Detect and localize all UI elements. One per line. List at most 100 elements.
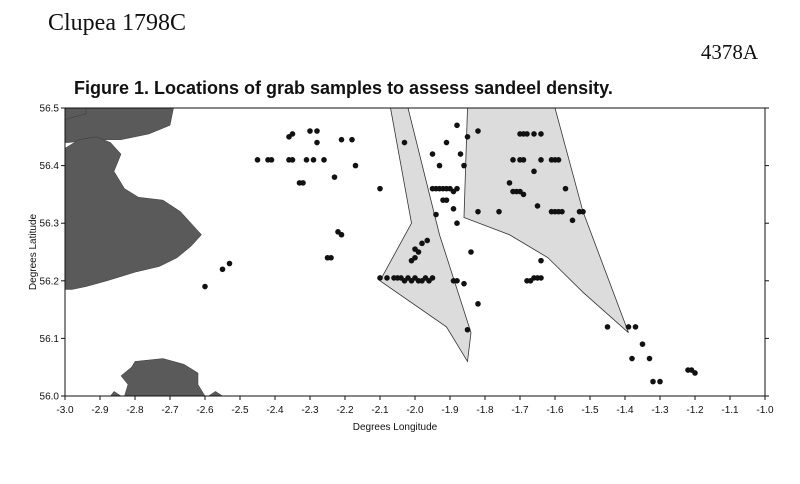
sample-point — [461, 162, 467, 169]
sample-point — [580, 208, 586, 215]
sample-point — [475, 128, 481, 134]
sample-point — [464, 134, 471, 140]
sample-point — [300, 180, 306, 186]
sample-point — [510, 157, 516, 163]
sample-point — [531, 168, 537, 175]
sample-point — [468, 249, 474, 255]
sample-point — [531, 131, 537, 137]
land-mass-2 — [64, 136, 202, 290]
x-tick-label: -2.9 — [91, 405, 109, 416]
sample-point — [538, 275, 544, 281]
sample-point — [338, 136, 345, 143]
survey-zone-1 — [379, 107, 472, 363]
sample-point — [412, 246, 418, 252]
document-code-left: Clupea 1798C — [48, 10, 186, 36]
land-mass-6 — [109, 391, 122, 397]
sample-point — [338, 231, 345, 238]
sample-point — [454, 122, 460, 129]
y-axis: 56.0 56.1 56.2 56.3 56.4 56.5 — [40, 104, 769, 403]
x-tick-label: -2.0 — [406, 405, 424, 416]
sample-point — [639, 341, 646, 347]
sample-point — [436, 162, 443, 169]
land-mass-4 — [120, 358, 206, 397]
x-tick-label: -2.4 — [266, 405, 284, 416]
sample-point — [496, 208, 502, 215]
sample-point — [268, 157, 275, 163]
sample-point — [646, 355, 653, 362]
sample-point — [457, 151, 464, 157]
sample-point — [524, 131, 530, 137]
sample-point — [429, 151, 436, 157]
sample-point — [408, 257, 415, 264]
sample-point — [219, 266, 226, 273]
sample-point — [310, 157, 317, 163]
x-tick-label: -2.3 — [301, 405, 319, 416]
x-tick-label: -1.6 — [546, 405, 564, 416]
document-code-right: 4378A — [700, 40, 758, 64]
x-tick-label: -1.9 — [441, 405, 459, 416]
sample-point — [650, 378, 656, 385]
sample-point — [419, 240, 425, 247]
sample-point — [314, 128, 320, 134]
sample-point — [429, 275, 436, 281]
survey-zone-2 — [463, 107, 629, 333]
sample-point — [443, 197, 450, 203]
sample-point — [303, 157, 310, 163]
x-tick-label: -1.8 — [476, 405, 494, 416]
x-axis-title: Degrees Longitude — [353, 422, 438, 433]
x-tick-label: -2.5 — [231, 405, 249, 416]
sample-point — [377, 275, 383, 281]
sample-point — [450, 206, 457, 212]
sample-point — [401, 139, 408, 146]
land-layer — [64, 107, 224, 397]
y-tick-label: 56.4 — [40, 161, 60, 172]
sample-point — [475, 208, 481, 215]
sample-point — [692, 370, 698, 376]
x-tick-label: -2.8 — [126, 405, 144, 416]
sample-point — [632, 324, 639, 330]
figure-title: Figure 1. Locations of grab samples to a… — [74, 78, 613, 98]
land-mass-5 — [207, 391, 224, 397]
y-tick-label: 56.0 — [40, 392, 60, 403]
sample-point — [289, 131, 296, 137]
sample-point — [559, 208, 565, 215]
x-tick-label: -3.0 — [56, 405, 74, 416]
sample-point — [538, 131, 544, 137]
sample-point — [349, 136, 355, 143]
x-tick-label: -2.6 — [196, 405, 214, 416]
x-tick-label: -2.2 — [336, 405, 354, 416]
x-tick-label: -1.4 — [616, 405, 634, 416]
sample-point — [377, 185, 383, 192]
sample-point — [324, 254, 331, 261]
sample-point — [569, 217, 576, 224]
sample-point — [538, 257, 544, 264]
sample-point — [657, 378, 663, 385]
y-axis-title: Degrees Latitude — [28, 213, 39, 290]
sample-point — [520, 191, 527, 198]
sample-point — [461, 280, 467, 287]
y-tick-label: 56.5 — [40, 104, 60, 115]
x-tick-label: -1.2 — [686, 405, 704, 416]
y-tick-label: 56.1 — [40, 334, 60, 345]
sample-point — [454, 185, 460, 192]
x-tick-label: -2.1 — [371, 405, 389, 416]
points-layer — [202, 122, 698, 385]
sample-point — [520, 157, 527, 163]
x-tick-label: -1.0 — [756, 405, 774, 416]
sample-point — [226, 260, 233, 267]
x-tick-label: -1.1 — [721, 405, 739, 416]
x-tick-label: -2.7 — [161, 405, 179, 416]
sample-point — [454, 220, 460, 226]
x-tick-label: -1.3 — [651, 405, 669, 416]
sample-point — [562, 185, 569, 192]
sample-point — [202, 283, 208, 290]
sample-point — [321, 157, 327, 163]
zones-layer — [379, 107, 629, 363]
sample-point — [314, 139, 320, 146]
sample-point — [443, 139, 450, 146]
sample-point — [433, 211, 439, 218]
sample-point — [454, 278, 460, 284]
sample-point — [625, 324, 632, 330]
sample-point — [538, 157, 544, 163]
